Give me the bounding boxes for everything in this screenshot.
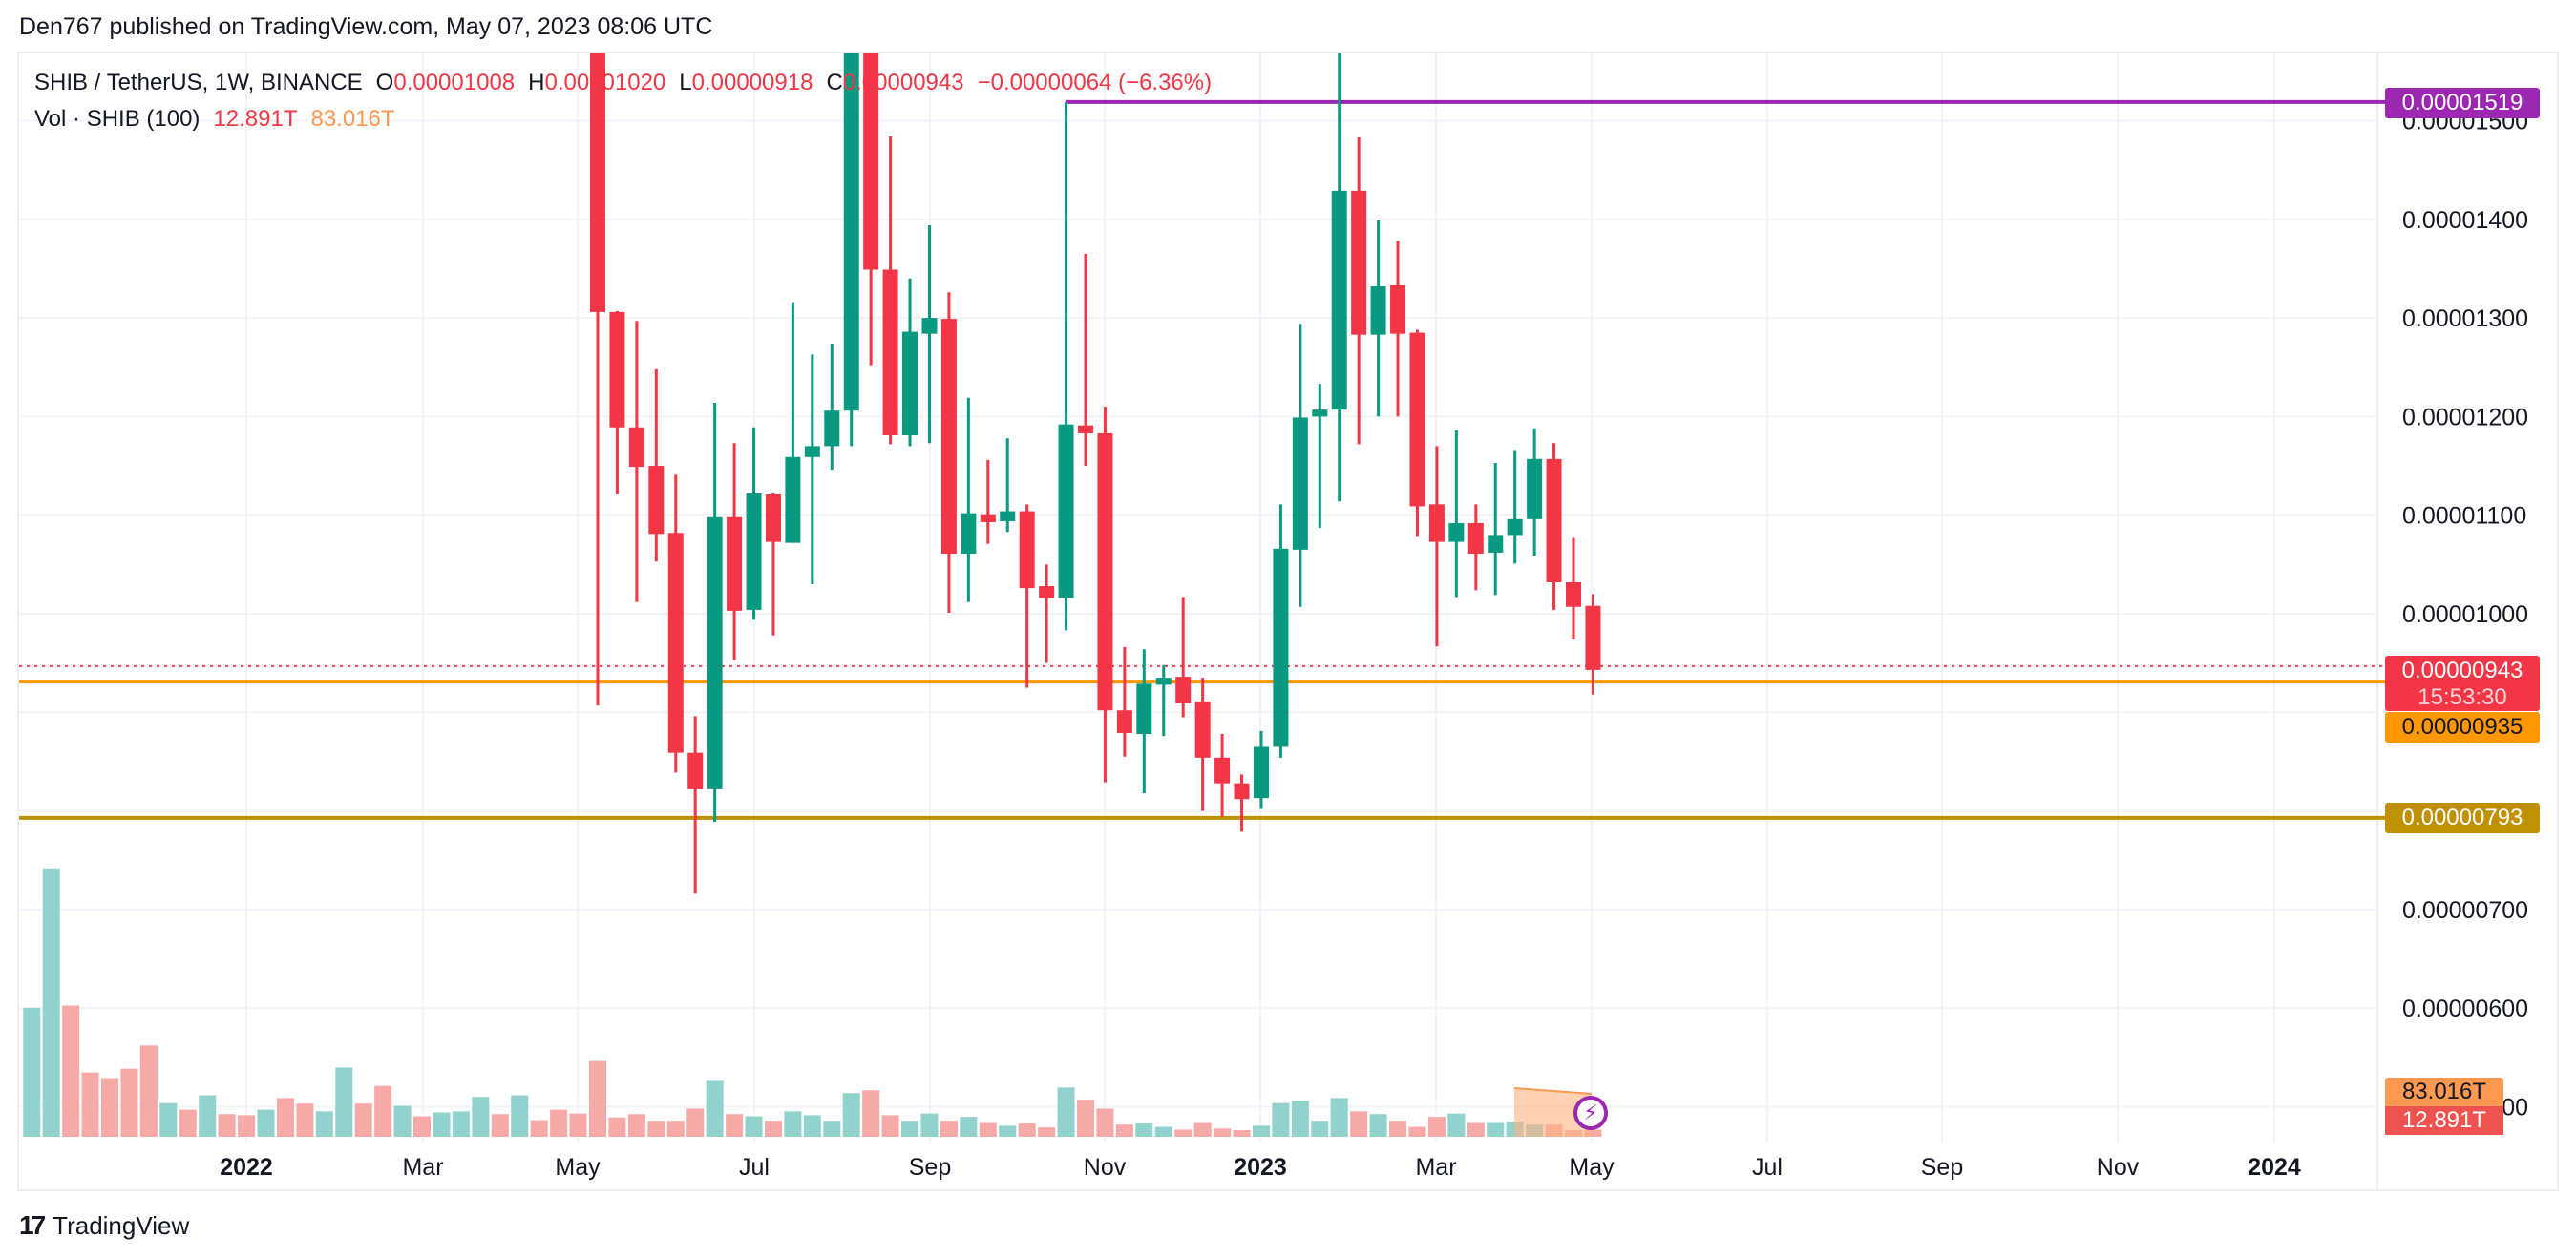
svg-text:Nov: Nov <box>1084 1154 1127 1181</box>
change-value: −0.00000064 (−6.36%) <box>977 70 1213 95</box>
volume-value: 12.891T <box>213 106 298 132</box>
volume-ma-tag: 83.016T <box>2385 1078 2503 1106</box>
open-label: O <box>375 70 394 95</box>
chart-legend: SHIB / TetherUS, 1W, BINANCE O 0.00001008… <box>34 65 1212 137</box>
svg-text:0.00000700: 0.00000700 <box>2402 897 2528 924</box>
svg-text:Mar: Mar <box>402 1154 443 1181</box>
published-caption: Den767 published on TradingView.com, May… <box>19 13 713 40</box>
bar-countdown: 15:53:30 <box>2418 684 2507 710</box>
chart-frame <box>17 52 2559 1191</box>
ohlc-row: SHIB / TetherUS, 1W, BINANCE O 0.00001008… <box>34 65 1212 101</box>
low-label: L <box>679 70 692 95</box>
resistance-price-tag: 0.00001519 <box>2385 88 2540 118</box>
candlesticks <box>590 53 1601 894</box>
symbol-title[interactable]: SHIB / TetherUS, 1W, BINANCE <box>34 70 363 95</box>
last-price-tag: 0.00000943 15:53:30 <box>2385 656 2540 711</box>
open-value: 0.00001008 <box>393 70 516 95</box>
price-axis-labels: 0.000015000.000014000.000013000.00001200… <box>2402 109 2528 1122</box>
svg-text:Nov: Nov <box>2097 1154 2140 1181</box>
svg-text:Sep: Sep <box>909 1154 951 1181</box>
volume-title[interactable]: Vol · SHIB (100) <box>34 106 201 132</box>
brand-name[interactable]: TradingView <box>53 1210 190 1240</box>
svg-text:Jul: Jul <box>739 1154 770 1181</box>
footer: 17 TradingView <box>19 1210 189 1241</box>
svg-text:0.00000600: 0.00000600 <box>2402 996 2528 1022</box>
svg-text:Jul: Jul <box>1752 1154 1783 1181</box>
svg-text:May: May <box>1569 1154 1615 1181</box>
low-value: 0.00000918 <box>691 70 813 95</box>
close-label: C <box>826 70 843 95</box>
time-axis-labels: 2022 Mar May Jul Sep Nov 2023 Mar May Jul Sep Nov 20… <box>220 1154 2301 1181</box>
volume-last-tag: 12.891T <box>2385 1106 2503 1135</box>
svg-text:0.00001400: 0.00001400 <box>2402 207 2528 234</box>
svg-text:0.00001200: 0.00001200 <box>2402 404 2528 430</box>
high-label: H <box>528 70 545 95</box>
volume-ma-value: 83.016T <box>310 106 395 132</box>
svg-text:2023: 2023 <box>1234 1154 1287 1181</box>
svg-text:0.00001300: 0.00001300 <box>2402 305 2528 332</box>
lightning-icon[interactable]: ⚡ <box>1573 1096 1608 1130</box>
support-price-tag: 0.00000793 <box>2385 803 2540 833</box>
chart-grid <box>19 53 2378 1189</box>
tradingview-logo-icon[interactable]: 17 <box>19 1210 46 1240</box>
svg-text:Sep: Sep <box>1921 1154 1963 1181</box>
volume-row: Vol · SHIB (100) 12.891T 83.016T <box>34 101 1212 137</box>
last-price-value: 0.00000943 <box>2401 658 2523 683</box>
svg-text:Mar: Mar <box>1415 1154 1456 1181</box>
svg-text:2024: 2024 <box>2248 1154 2301 1181</box>
svg-text:0.00001000: 0.00001000 <box>2402 601 2528 628</box>
horizontal-level-tag: 0.00000935 <box>2385 712 2540 743</box>
volume-bars <box>23 868 1602 1137</box>
close-value: 0.00000943 <box>842 70 964 95</box>
svg-text:May: May <box>555 1154 601 1181</box>
svg-text:0.00001100: 0.00001100 <box>2402 503 2526 530</box>
high-value: 0.00001020 <box>544 70 666 95</box>
svg-text:2022: 2022 <box>220 1154 273 1181</box>
